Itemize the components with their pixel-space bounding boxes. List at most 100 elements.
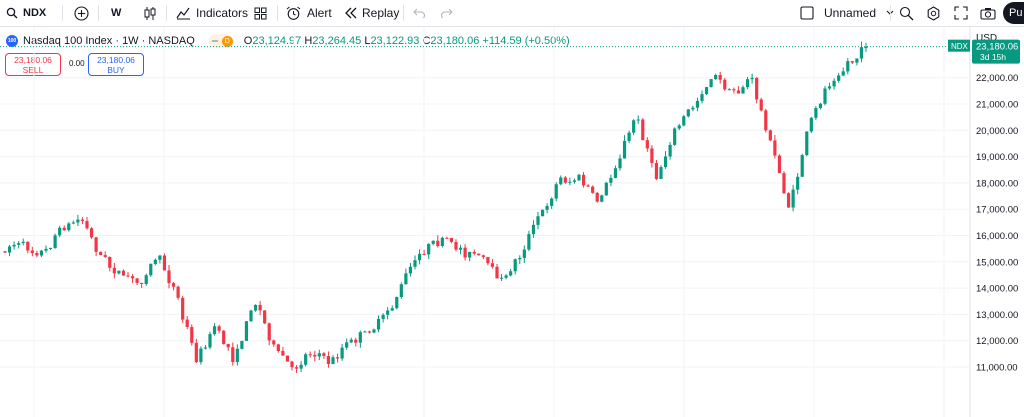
candle-body — [481, 255, 485, 257]
candle-body — [294, 367, 299, 369]
candle-body — [117, 270, 121, 274]
candle-body — [609, 177, 613, 183]
price-chart[interactable]: 11,000.00 12,000.00 13,000.00 14,000.00 15,0… — [0, 27, 1024, 417]
y-tick-label: 15,000.00 — [976, 257, 1018, 268]
logo-text: 100 — [7, 38, 17, 44]
candle-body — [103, 255, 107, 257]
candle-body — [550, 198, 554, 206]
high-key: H — [304, 35, 313, 47]
candle-body — [17, 243, 21, 245]
candle-body — [417, 253, 422, 261]
candle-body — [331, 357, 335, 364]
delay-badge: D — [221, 35, 233, 47]
candle-body — [67, 223, 71, 231]
quick-search-button[interactable] — [899, 0, 914, 26]
candle-body — [563, 177, 567, 183]
open-value: 23,124.97 — [252, 35, 302, 47]
snapshot-button[interactable] — [980, 0, 996, 26]
candle-body — [71, 222, 75, 224]
candle-body — [718, 74, 722, 80]
y-tick-label: 11,000.00 — [976, 363, 1018, 374]
candle-body — [691, 107, 695, 110]
interval-button[interactable]: W — [111, 0, 121, 26]
candle-body — [768, 130, 772, 141]
candle-body — [276, 344, 280, 351]
compare-button[interactable] — [74, 0, 89, 26]
currency-selector[interactable]: USD — [976, 33, 997, 44]
candle-body — [235, 348, 239, 362]
candle-body — [171, 283, 176, 287]
indicators-button[interactable]: Indicators — [176, 0, 248, 26]
y-tick-label: 13,000.00 — [976, 310, 1018, 321]
candle-body — [217, 326, 221, 331]
candle-body — [149, 263, 153, 276]
alert-button[interactable]: Alert — [286, 0, 332, 26]
candle-body — [135, 278, 139, 283]
candle-body — [823, 88, 827, 104]
candle-body — [203, 347, 208, 349]
top-toolbar: NDX W Indicators Alert Replay Unnamed — [0, 0, 1024, 27]
candle-body — [855, 58, 859, 63]
candle-body — [495, 266, 499, 279]
candle-body — [540, 209, 545, 217]
candle-body — [714, 74, 718, 80]
candle-body — [272, 340, 276, 345]
candle-body — [326, 355, 331, 364]
data-status-badge[interactable]: D — [208, 34, 233, 48]
replay-label: Replay — [362, 6, 400, 20]
candle-body — [39, 250, 44, 256]
undo-icon — [413, 8, 426, 18]
settings-button[interactable] — [926, 0, 941, 26]
redo-button[interactable] — [440, 0, 453, 26]
candle-body — [486, 256, 490, 264]
publish-button[interactable]: Pu — [1003, 0, 1024, 26]
camera-icon — [980, 7, 996, 20]
candle-body — [850, 61, 854, 63]
candle-body — [436, 240, 440, 246]
candle-body — [413, 260, 417, 267]
candle-body — [99, 251, 103, 256]
chart-type-button[interactable] — [143, 0, 157, 26]
candle-body — [741, 87, 745, 94]
candle-body — [162, 255, 167, 271]
close-value: 23,180.06 — [430, 35, 480, 47]
candle-body — [709, 79, 713, 88]
low-value: 23,122.93 — [370, 35, 420, 47]
candle-body — [841, 71, 845, 76]
candle-body — [76, 219, 80, 223]
candle-body — [354, 339, 358, 343]
candle-body — [468, 251, 472, 258]
candle-body — [668, 144, 672, 157]
sell-button[interactable]: 23,180.06 SELL — [5, 53, 61, 76]
replay-button[interactable]: Replay — [344, 0, 399, 26]
indicators-label: Indicators — [196, 6, 249, 20]
candle-body — [536, 216, 540, 225]
alert-label: Alert — [307, 6, 332, 20]
layouts-button[interactable] — [254, 0, 267, 26]
candle-body — [349, 339, 353, 343]
candle-body — [559, 177, 563, 185]
high-value: 23,264.45 — [312, 35, 362, 47]
symbol-label: NDX — [23, 7, 47, 19]
candle-body — [595, 192, 599, 202]
candle-body — [408, 266, 413, 274]
buy-button[interactable]: 23,180.06 BUY — [88, 53, 144, 76]
candle-body — [750, 77, 754, 80]
search-icon — [6, 7, 18, 19]
candle-body — [527, 234, 531, 250]
candle-body — [686, 109, 690, 117]
fullscreen-icon — [954, 6, 968, 20]
gear-icon — [927, 5, 940, 21]
candle-body — [677, 125, 681, 129]
candle-body — [85, 220, 89, 229]
undo-button[interactable] — [413, 0, 426, 26]
candle-body — [290, 361, 294, 368]
candle-body — [126, 275, 130, 277]
candle-body — [791, 189, 795, 208]
candle-body — [586, 185, 590, 187]
sell-price: 23,180.06 — [14, 55, 52, 65]
symbol-search[interactable]: NDX — [6, 0, 46, 26]
layout-menu[interactable]: Unnamed — [800, 0, 894, 26]
fullscreen-button[interactable] — [954, 0, 968, 26]
